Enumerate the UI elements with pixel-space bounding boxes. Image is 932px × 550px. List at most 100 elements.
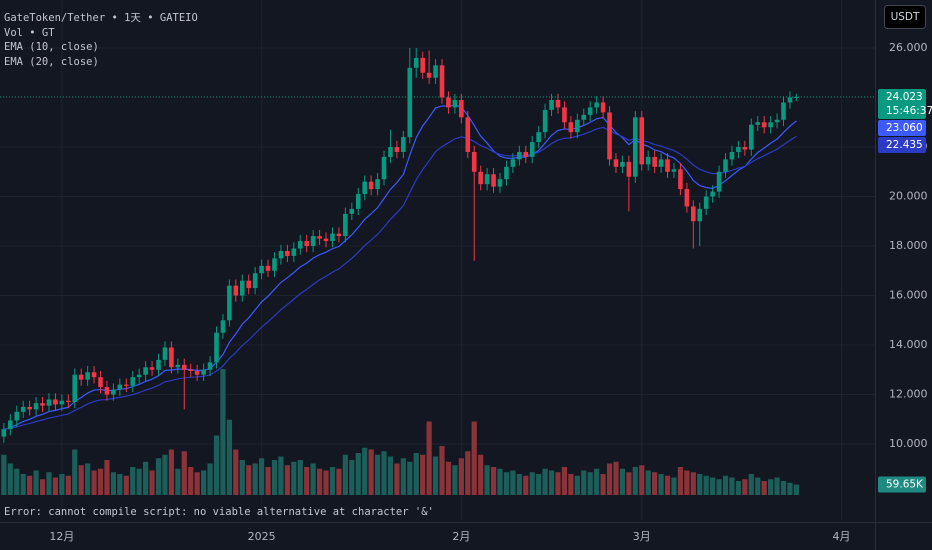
volume-bar [613,461,619,495]
candle-body [317,236,322,239]
volume-bar [503,472,510,495]
candle-body [362,181,367,195]
candle-body [439,65,445,98]
candle-body [729,151,735,160]
volume-bar [39,479,46,495]
volume-bar [490,467,497,495]
volume-bar [381,451,387,495]
volume-bar [194,472,200,495]
indicator-name: EMA (10, close) [4,41,99,53]
volume-bar [400,458,406,495]
volume-bar [20,474,26,495]
volume-bar [188,467,194,495]
candles [0,48,875,443]
volume-bar [761,481,767,495]
candle-body [600,102,606,113]
candle-body [143,367,148,375]
volume-bar [297,460,303,495]
volume-bar [510,470,516,495]
volume-bar [703,475,709,495]
candle-body [98,377,103,388]
volume-bar [780,481,787,495]
volume-bar [355,453,361,495]
price-badge [878,136,926,153]
candle-body [678,169,683,190]
candle-body [188,369,194,372]
candle-body [665,159,670,172]
candle-body [626,161,632,177]
volume-bar [561,467,568,495]
candle-body [214,332,219,363]
error-message: Error: cannot compile script: no viable … [4,506,434,518]
candle-body [742,147,748,150]
volume-bar [336,468,342,495]
candle-body [703,196,709,209]
volume-bar [387,456,394,495]
candle-body [794,96,799,98]
candle-body [523,151,529,157]
candle-body [117,384,123,390]
currency-button[interactable] [884,5,926,29]
candle-body [645,156,651,165]
price-badges: 24.023 15:46:37 23.060 22.435 59.65K [878,88,932,493]
volume-bar [484,465,490,495]
candle-body [568,122,574,133]
volume-bar [626,472,632,495]
volume-bar [65,475,71,495]
volume-bar [432,456,439,495]
volume-bar [787,482,793,495]
candle-body [59,400,65,405]
axes: 10.00012.00014.00016.00018.00020.00022.0… [49,41,927,543]
candle-body [497,179,503,187]
candle-body [349,208,355,214]
candle-body [620,161,625,167]
volume-bar [394,463,400,495]
volume-bar [471,421,477,495]
y-tick-label: 14.000 [889,338,928,351]
currency-label[interactable]: USDT [891,11,920,23]
candle-body [239,280,245,296]
candle-body [136,374,142,378]
candle-body [27,406,32,410]
candle-body [20,406,26,412]
volume-bar [774,477,780,495]
volume-bar [110,472,117,495]
volume-bar [78,465,84,495]
candle-body [169,347,174,368]
volume-bar [72,449,78,495]
candle-body [278,250,284,259]
y-tick-label: 26.000 [889,41,928,54]
x-tick-label: 4月 [832,530,850,543]
ema-line [3,126,797,430]
candle-body [272,258,277,271]
candle-body [671,169,677,172]
volume-bar [149,470,155,495]
candle-body [343,213,348,237]
candle-body [607,112,612,160]
candle-body [517,151,522,160]
volume-bar [458,458,464,495]
volume-bar [574,475,580,495]
volume-bar [523,475,529,495]
volume-bar [291,461,297,495]
candle-body [297,241,303,249]
candle-body [259,265,264,274]
volume-bar [323,470,329,495]
candle-body [330,233,335,242]
symbol-title: GateToken/Tether • 1天 • GATEIO [4,12,198,24]
candle-body [394,147,400,152]
candle-body [123,384,129,386]
candle-body [491,174,496,187]
candle-body [194,371,200,375]
price-badge [878,476,926,493]
volume-bar [710,477,716,495]
volume-bar [548,470,555,495]
volume-bar [123,475,129,495]
volume-bar [452,465,458,495]
candle-body [8,420,13,430]
volume-bar [1,454,7,495]
volume-bar [136,468,142,495]
candle-body [529,142,535,157]
volume-bar [677,467,684,495]
